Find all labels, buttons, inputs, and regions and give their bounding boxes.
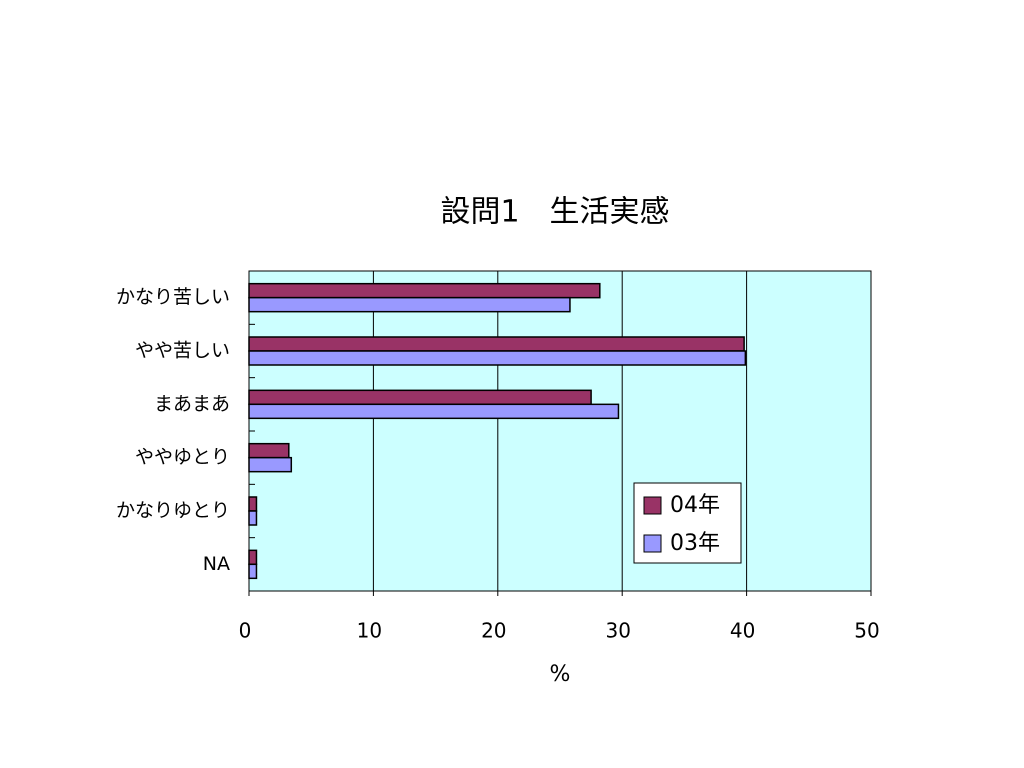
x-tick-label: 0 bbox=[239, 619, 252, 643]
x-tick-label: 10 bbox=[357, 619, 382, 643]
x-tick-label: 20 bbox=[481, 619, 506, 643]
y-tick-label: NA bbox=[203, 553, 230, 575]
bar bbox=[248, 510, 258, 526]
y-tick-label: ややゆとり bbox=[135, 446, 230, 468]
bar bbox=[248, 336, 745, 352]
bar bbox=[248, 282, 601, 299]
x-tick-label: 40 bbox=[730, 619, 755, 643]
bar bbox=[248, 350, 747, 366]
x-tick-label: 30 bbox=[605, 619, 630, 643]
legend-label: 04年 bbox=[670, 493, 720, 518]
legend-label: 03年 bbox=[670, 531, 720, 556]
x-tick-label: 50 bbox=[854, 619, 879, 643]
bar bbox=[248, 549, 258, 566]
bar bbox=[248, 456, 293, 473]
y-tick-label: かなり苦しい bbox=[116, 286, 230, 308]
bar bbox=[248, 442, 290, 459]
legend-swatch bbox=[643, 534, 662, 553]
bar bbox=[248, 403, 620, 420]
plot-area bbox=[249, 271, 871, 591]
chart-title: 設問1 生活実感 bbox=[440, 195, 669, 230]
y-tick-label: やや苦しい bbox=[135, 340, 230, 362]
y-tick-label: まあまあ bbox=[154, 393, 230, 415]
x-axis-label: % bbox=[550, 662, 571, 687]
y-tick-label: かなりゆとり bbox=[116, 500, 230, 522]
bar bbox=[248, 496, 258, 512]
bar bbox=[248, 296, 571, 313]
bar bbox=[248, 563, 258, 580]
bar bbox=[248, 389, 592, 406]
legend-swatch bbox=[643, 496, 662, 515]
